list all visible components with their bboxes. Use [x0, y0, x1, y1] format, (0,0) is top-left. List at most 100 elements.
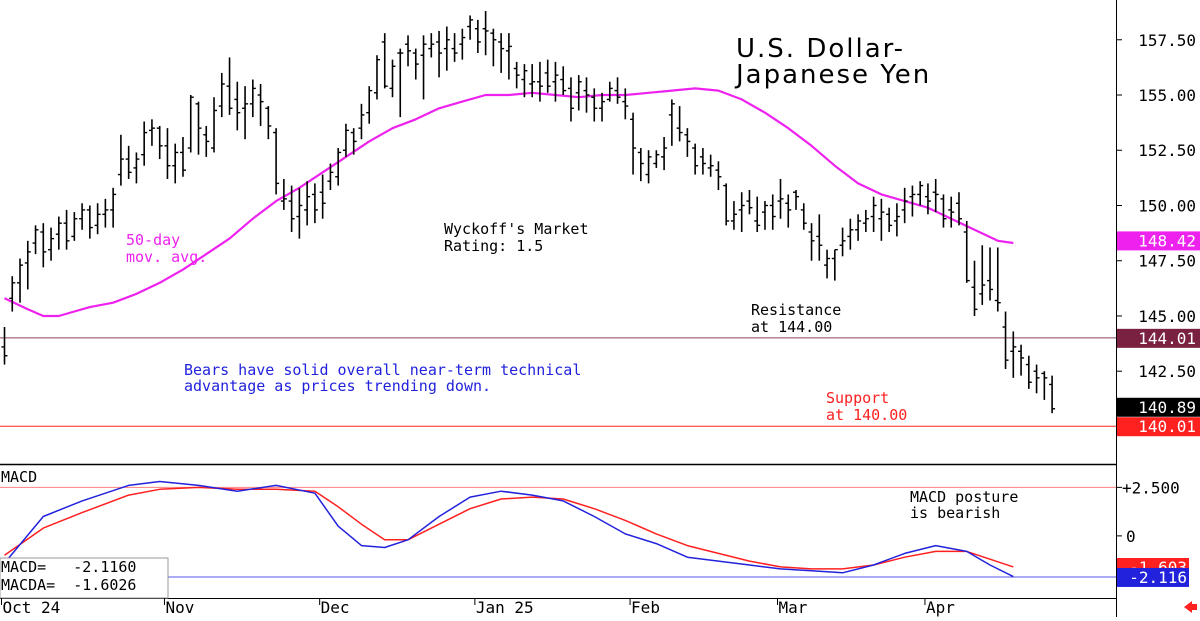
ohlc-bar: [226, 57, 233, 115]
x-tick-label: Jan 25: [476, 598, 534, 617]
x-tick-label: Mar: [779, 598, 808, 617]
ohlc-bar: [443, 26, 450, 71]
ohlc-bar: [730, 201, 737, 230]
ohlc-bar: [591, 88, 598, 122]
price-tick-label: 155.00: [1138, 86, 1196, 105]
ohlc-bar: [187, 95, 194, 153]
ohlc-bar: [824, 249, 831, 279]
macd-lines-layer: [3, 480, 1014, 578]
ohlc-bar: [816, 214, 823, 261]
macda-line: [4, 486, 1014, 570]
ohlc-bar: [839, 227, 846, 257]
ohlc-bar: [738, 192, 745, 232]
ohlc-bar: [862, 209, 869, 232]
ohlc-bar: [645, 150, 652, 184]
x-tick-label: Feb: [631, 598, 660, 617]
price-tick-label: 145.00: [1138, 307, 1196, 326]
ohlc-bar: [909, 185, 916, 217]
ohlc-bar: [156, 125, 163, 160]
ohlc-bar: [389, 59, 396, 98]
support-label-line-1: Support: [826, 389, 889, 407]
ohlc-bar: [575, 75, 582, 111]
ohlc-bar: [110, 187, 117, 228]
ohlc-bar: [630, 112, 637, 175]
support-label-line-2: at 140.00: [826, 406, 907, 424]
ohlc-bar: [24, 240, 31, 290]
ohlc-bar: [987, 247, 994, 301]
macd-annotation-line-1: MACD posture: [910, 488, 1018, 506]
ohlc-bar: [536, 61, 543, 102]
ohlc-bar: [164, 128, 171, 179]
x-axis: Oct 24 Nov Dec Jan 25 Feb Mar Apr: [1, 598, 955, 617]
ohlc-bar: [622, 88, 629, 120]
ohlc-bar: [723, 183, 730, 226]
ohlc-bar: [17, 258, 24, 303]
ohlc-bar: [273, 128, 280, 195]
ohlc-bar: [847, 218, 854, 250]
ohlc-bar: [280, 178, 287, 210]
ohlc-bar: [793, 190, 800, 210]
ohlc-bar: [48, 227, 55, 261]
ohlc-bar: [412, 48, 419, 80]
ohlc-bar: [311, 183, 318, 224]
ohlc-bar: [886, 207, 893, 232]
price-reference-lines: [0, 337, 1116, 427]
ohlc-bar: [606, 81, 613, 102]
ohlc-bar: [544, 59, 551, 93]
ohlc-bar: [358, 103, 365, 140]
ohlc-bar: [761, 201, 768, 230]
ohlc-bar: [148, 119, 155, 146]
ohlc-bar: [707, 154, 714, 177]
ohlc-bar: [505, 33, 512, 80]
left-arrow-icon[interactable]: [1184, 601, 1197, 613]
ohlc-bar: [948, 196, 955, 228]
ohlc-bar: [692, 143, 699, 175]
wyckoff-rating-line-1: Wyckoff's Market: [444, 220, 589, 238]
chart-title-line-2: Japanese Yen: [734, 60, 931, 90]
ohlc-bar: [179, 136, 186, 177]
ohlc-bars-layer: [1, 11, 1056, 414]
wyckoff-rating-line-2: Rating: 1.5: [444, 237, 543, 255]
macd-tick-label: +2.500: [1122, 478, 1180, 497]
macd-readout-box: [0, 557, 169, 599]
resistance-label-line-2: at 144.00: [751, 318, 832, 336]
ohlc-bar: [963, 220, 970, 283]
price-tag: 144.01: [1117, 328, 1200, 348]
ohlc-bar: [560, 66, 567, 96]
ohlc-bar: [381, 33, 388, 89]
bears-note-line-2: advantage as prices trending down.: [184, 377, 491, 395]
svg-text:140.01: 140.01: [1138, 417, 1196, 436]
ohlc-bar: [637, 148, 644, 182]
ohlc-bar: [1002, 311, 1009, 369]
ma50-label-line-2: mov. avg.: [126, 248, 207, 266]
ohlc-bar: [71, 212, 78, 241]
macd-annotation-line-2: is bearish: [910, 504, 1000, 522]
ohlc-bar: [513, 61, 520, 89]
ohlc-bar: [420, 35, 427, 100]
price-tick-label: 152.50: [1138, 141, 1196, 160]
ohlc-bar: [676, 106, 683, 142]
ohlc-bar: [614, 77, 621, 104]
ohlc-bar: [955, 192, 962, 226]
ohlc-bar: [924, 183, 931, 215]
ohlc-bar: [684, 128, 691, 157]
ohlc-bar: [1018, 344, 1025, 376]
ohlc-bar: [521, 64, 528, 98]
ohlc-bar: [599, 92, 606, 122]
ohlc-bar: [1010, 331, 1017, 378]
ohlc-bar: [661, 136, 668, 171]
ohlc-bar: [133, 152, 140, 184]
ohlc-bar: [482, 11, 489, 56]
ohlc-bar: [397, 48, 404, 118]
ohlc-bar: [552, 61, 559, 102]
x-tick-label: Oct 24: [3, 598, 61, 617]
ohlc-bar: [1025, 355, 1032, 389]
ohlc-bar: [932, 178, 939, 213]
macd-value-tags: -1.603-2.116: [1117, 557, 1189, 587]
ohlc-bar: [327, 163, 334, 191]
x-tick-label: Apr: [926, 598, 955, 617]
ohlc-bar: [754, 196, 761, 232]
chart-title-line-1: U.S. Dollar-: [736, 34, 905, 64]
ohlc-bar: [567, 77, 574, 122]
